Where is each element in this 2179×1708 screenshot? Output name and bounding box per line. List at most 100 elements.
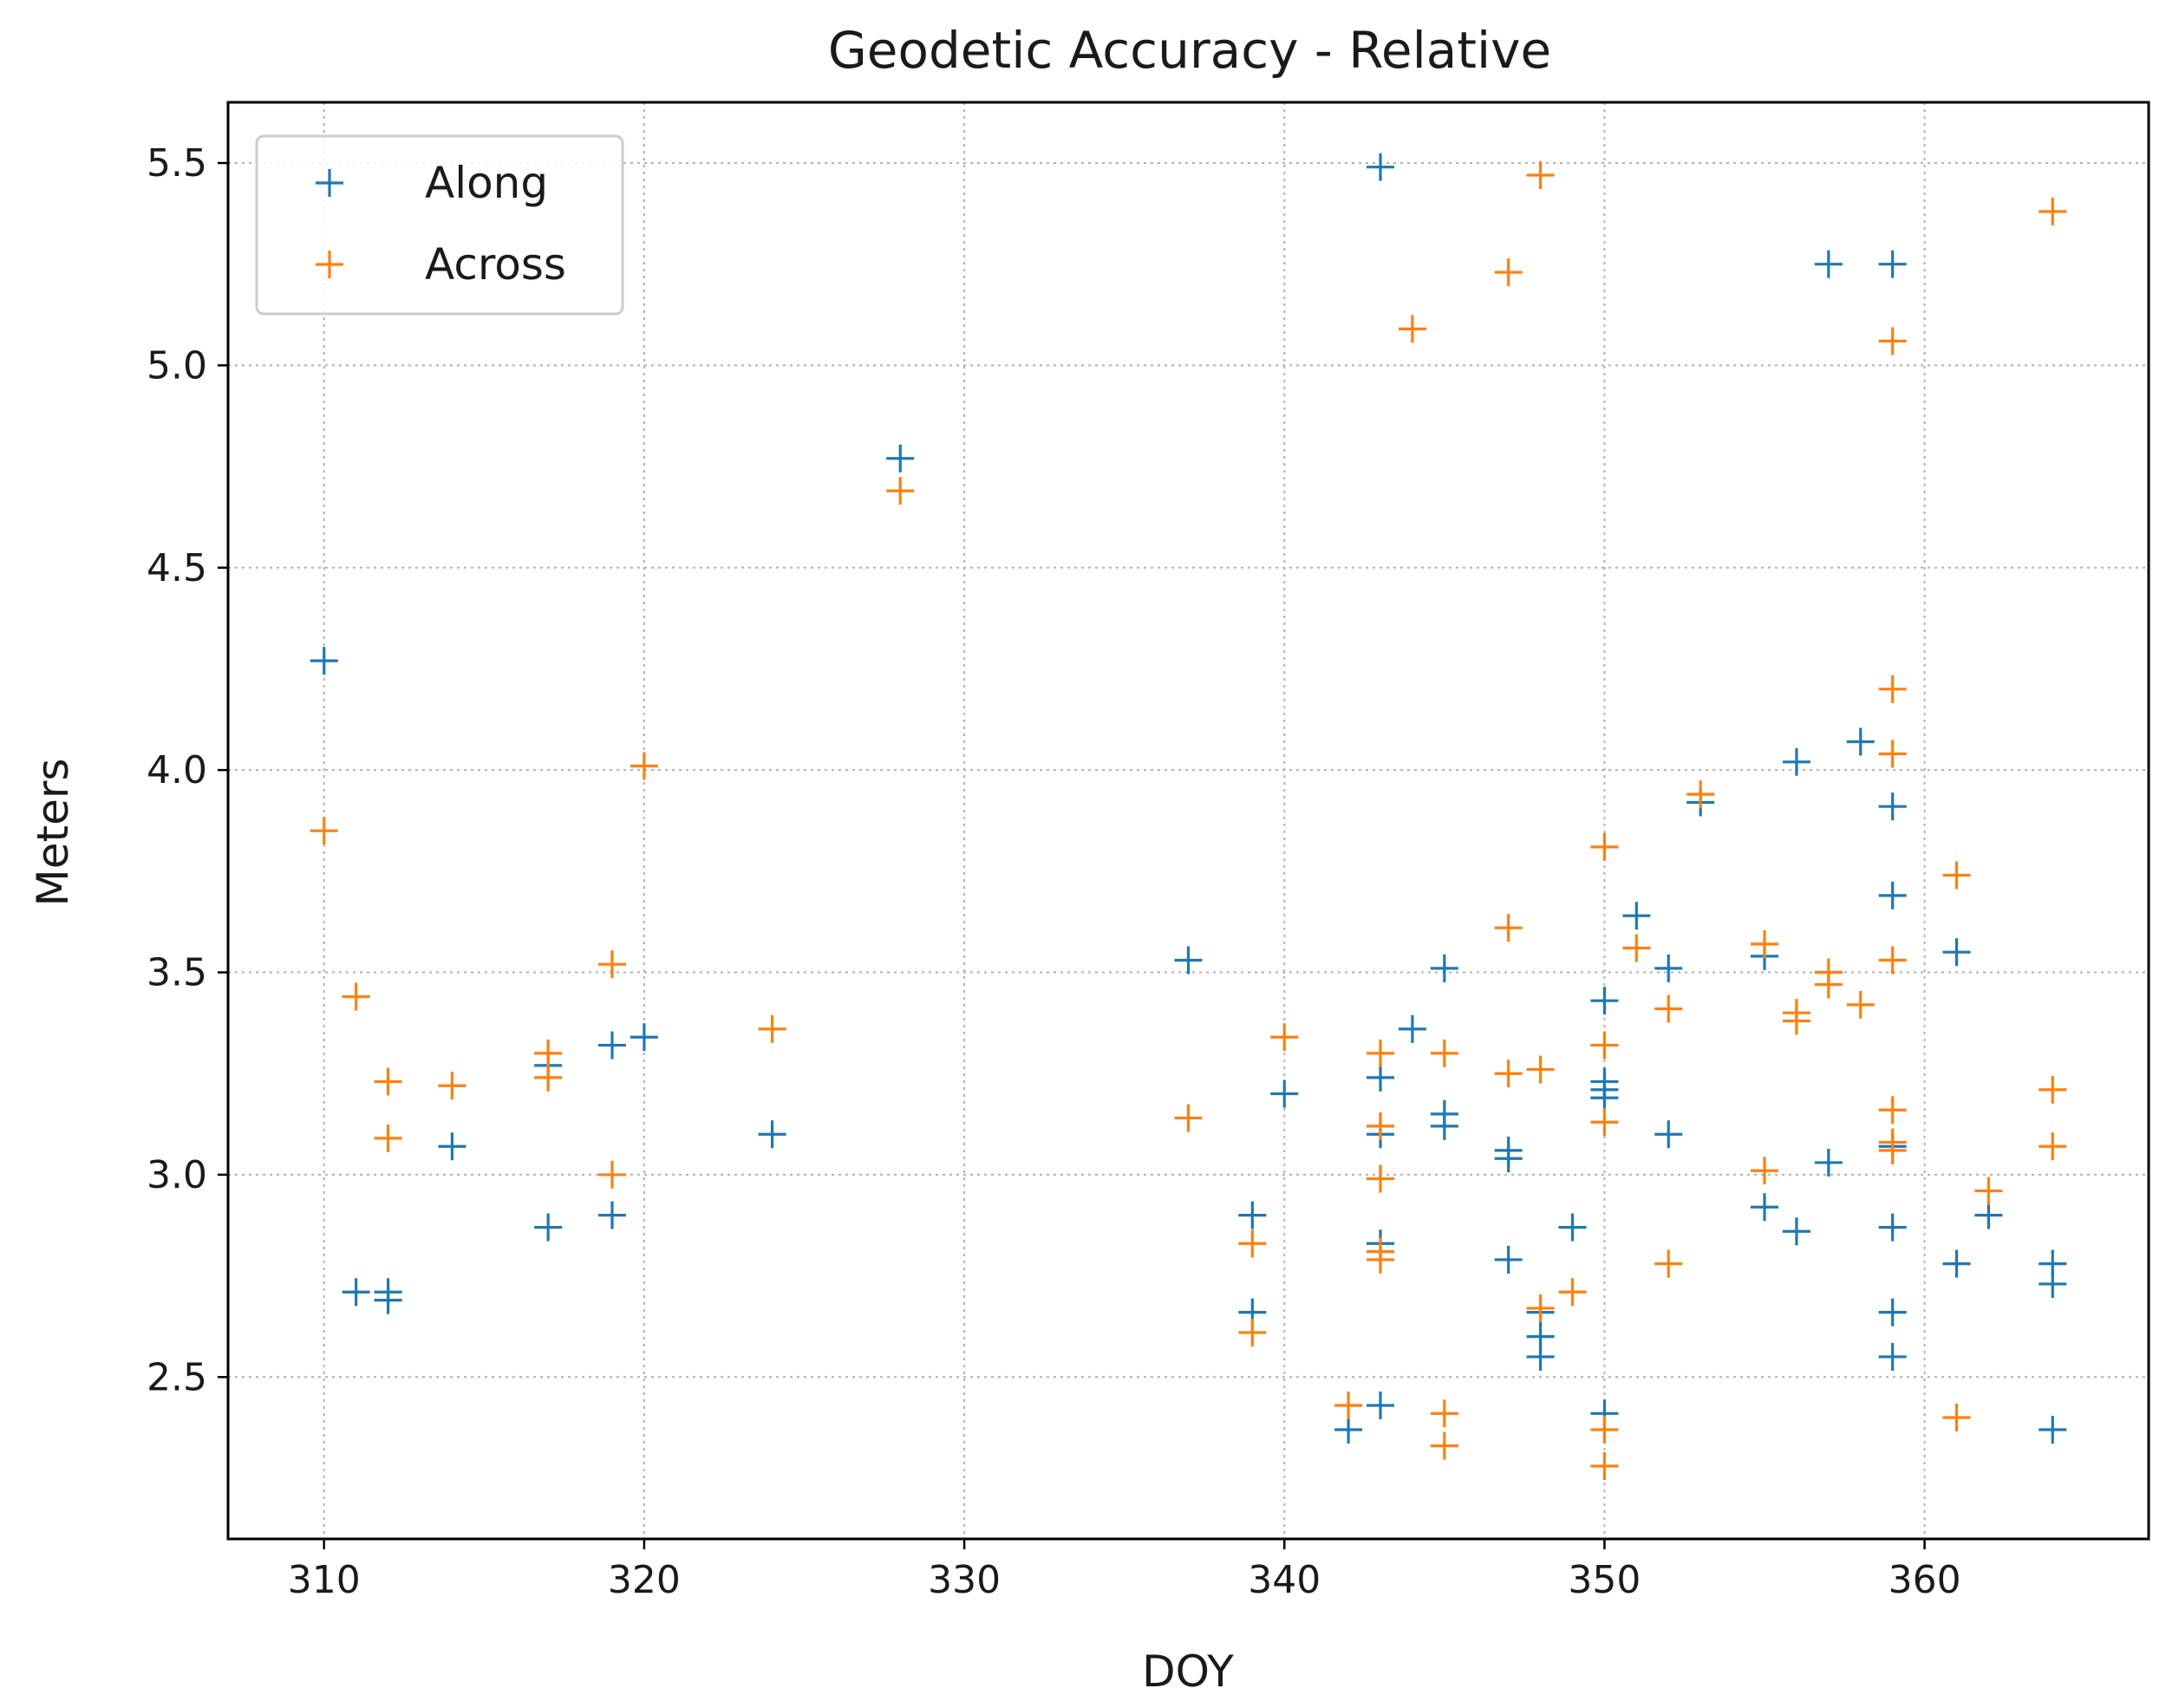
across-point — [1367, 1039, 1394, 1067]
y-tick-label: 4.0 — [147, 748, 207, 792]
across-point — [1367, 1112, 1394, 1140]
across-point — [1942, 861, 1971, 890]
across-point — [1590, 1451, 1619, 1480]
along-point — [1878, 250, 1907, 278]
along-point — [1814, 1148, 1843, 1177]
legend-marker-along — [316, 169, 343, 197]
across-point — [374, 1124, 402, 1152]
across-point — [758, 1014, 786, 1043]
legend: Along Across — [255, 134, 624, 316]
across-point — [310, 817, 338, 845]
along-point — [2039, 1415, 2067, 1444]
chart-title: Geodetic Accuracy - Relative — [828, 21, 1551, 80]
along-point — [1270, 1079, 1299, 1108]
y-axis-label: Meters — [28, 759, 78, 907]
across-point — [1494, 914, 1523, 942]
across-point — [886, 477, 915, 505]
across-point — [1494, 1059, 1523, 1088]
along-point — [886, 444, 915, 473]
along-point — [2039, 1269, 2067, 1298]
data-points — [310, 153, 2067, 1480]
across-point — [1174, 1104, 1203, 1132]
across-point — [1622, 934, 1651, 962]
y-tick-label: 3.5 — [147, 951, 207, 995]
x-tick-label: 340 — [1248, 1558, 1321, 1602]
along-point — [1558, 1213, 1587, 1242]
x-tick-label: 320 — [608, 1558, 681, 1602]
across-point — [630, 752, 658, 780]
across-point — [1878, 327, 1907, 355]
across-point — [1751, 929, 1778, 958]
along-point — [1782, 747, 1810, 776]
across-point — [1367, 1245, 1394, 1274]
across-point — [374, 1067, 402, 1096]
along-point — [374, 1286, 402, 1314]
along-point — [1174, 946, 1203, 975]
along-point — [1942, 938, 1971, 967]
across-point — [1878, 1136, 1907, 1164]
along-point — [1367, 1063, 1394, 1092]
across-point — [1878, 946, 1907, 975]
along-point — [630, 1023, 658, 1052]
along-point — [1878, 1298, 1907, 1327]
legend-label-along: Along — [425, 158, 548, 208]
across-point — [2039, 1132, 2067, 1161]
across-point — [1814, 970, 1843, 999]
y-tick-label: 2.5 — [147, 1355, 207, 1399]
across-point — [2039, 1075, 2067, 1104]
x-tick-label: 360 — [1889, 1558, 1961, 1602]
along-point — [1878, 1342, 1907, 1371]
along-point — [1654, 1120, 1683, 1149]
along-point — [1334, 1415, 1363, 1444]
along-point — [1367, 1391, 1394, 1419]
along-point — [1430, 1112, 1458, 1140]
along-point — [1494, 1144, 1523, 1173]
plot-area-frame — [226, 101, 2150, 1541]
across-point — [1238, 1229, 1267, 1258]
series-across — [310, 161, 2067, 1480]
x-tick-label: 330 — [928, 1558, 1001, 1602]
x-axis-label: DOY — [1142, 1646, 1234, 1697]
along-point — [1430, 954, 1458, 982]
along-point — [310, 647, 338, 675]
across-point — [1238, 1318, 1267, 1346]
along-point — [1367, 153, 1394, 181]
across-point — [1878, 675, 1907, 703]
across-point — [438, 1072, 466, 1100]
x-tick-label: 310 — [288, 1558, 361, 1602]
across-point — [2039, 198, 2067, 226]
y-tick-label: 5.5 — [147, 141, 207, 186]
across-point — [1590, 1108, 1619, 1137]
legend-box — [255, 134, 624, 316]
across-point — [1398, 315, 1426, 343]
along-point — [342, 1278, 370, 1307]
along-point — [1590, 1084, 1619, 1112]
along-point — [1494, 1245, 1523, 1274]
along-point — [1878, 792, 1907, 821]
across-point — [534, 1039, 563, 1067]
along-point — [1238, 1201, 1267, 1229]
across-point — [1334, 1391, 1363, 1419]
across-point — [1974, 1177, 2003, 1205]
along-point — [1398, 1014, 1426, 1043]
across-point — [1590, 832, 1619, 861]
across-point — [1526, 1294, 1555, 1322]
along-point — [1782, 1217, 1810, 1246]
along-point — [534, 1213, 563, 1242]
across-point — [1367, 1164, 1394, 1193]
across-point — [1686, 780, 1715, 809]
along-point — [438, 1132, 466, 1161]
across-point — [1494, 258, 1523, 287]
across-point — [1270, 1023, 1299, 1052]
across-point — [598, 1160, 626, 1189]
across-point — [1751, 1157, 1778, 1185]
along-point — [1942, 1249, 1971, 1278]
across-point — [1782, 1007, 1810, 1035]
across-point — [1430, 1431, 1458, 1460]
along-point — [1526, 1342, 1555, 1371]
across-point — [1590, 1031, 1619, 1059]
across-point — [1590, 1415, 1619, 1444]
across-point — [1526, 1055, 1555, 1084]
legend-marker-across — [316, 251, 343, 278]
